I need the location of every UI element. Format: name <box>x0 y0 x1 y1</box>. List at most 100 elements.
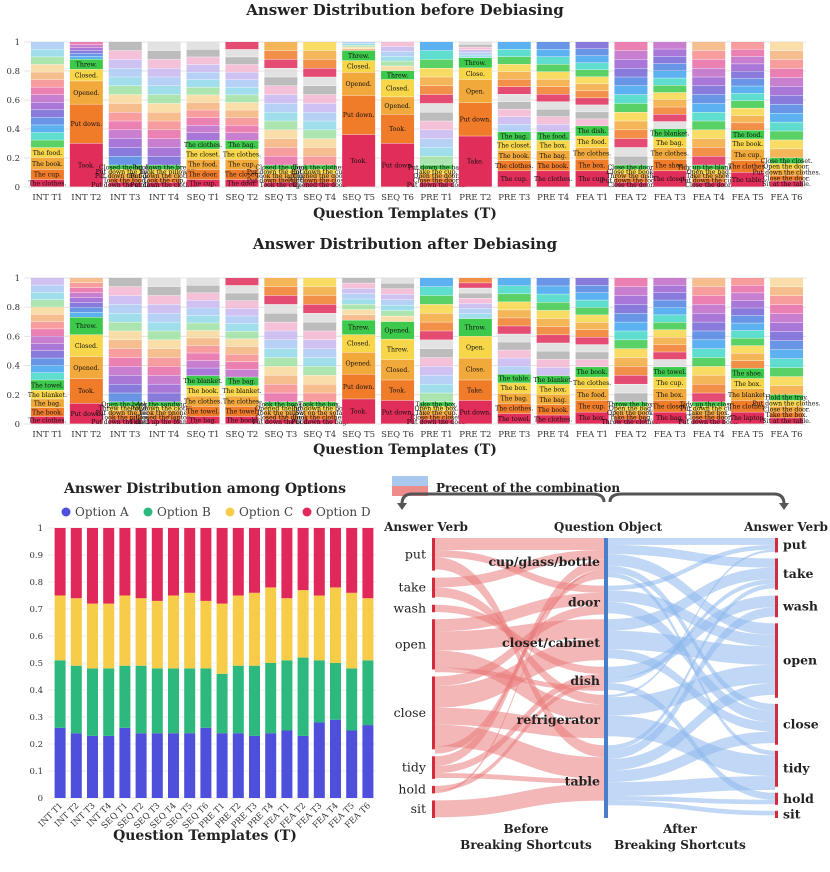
bar-segment <box>770 163 804 170</box>
bar-segment <box>264 415 298 420</box>
bar-segment <box>87 528 98 604</box>
bar-segment <box>186 169 220 180</box>
flow-after <box>608 601 775 723</box>
bar-segment <box>575 359 609 367</box>
bar-segment <box>303 384 337 393</box>
bar-segment <box>186 345 220 353</box>
segment-label: Opened. <box>384 103 410 110</box>
bar-segment <box>614 147 648 157</box>
segment-label: Took. <box>389 387 406 394</box>
bar-segment <box>614 94 648 104</box>
bar-segment <box>497 326 531 334</box>
segment-label: The blanket. <box>534 377 573 384</box>
bar-segment <box>108 384 142 393</box>
bar-segment <box>614 402 648 407</box>
segment-label: Close the door. <box>763 406 810 413</box>
bar-segment <box>770 385 804 395</box>
bar-segment <box>536 171 570 187</box>
bar-segment <box>225 125 259 133</box>
bar-segment <box>108 94 142 104</box>
legend-label: Precent of the combination <box>436 481 620 495</box>
segment-label: The book. <box>538 163 569 170</box>
bar-segment <box>87 668 98 736</box>
bar-segment <box>108 366 142 376</box>
segment-label: The cup. <box>734 152 761 159</box>
bar-segment <box>184 668 196 734</box>
bar-segment <box>770 122 804 131</box>
bar-segment <box>614 384 648 393</box>
y-tick-label: 0.7 <box>29 605 43 615</box>
node-left <box>432 619 435 670</box>
bar-segment <box>342 309 376 315</box>
bar-segment <box>381 321 415 339</box>
bar-segment <box>770 59 804 69</box>
segment-label: Closed the door. <box>255 164 306 171</box>
bar-segment <box>108 278 142 287</box>
bar-segment <box>419 165 453 170</box>
bar-segment <box>614 112 648 121</box>
bar-segment <box>536 302 570 311</box>
bar-segment <box>225 278 259 286</box>
bar-segment <box>151 600 163 669</box>
bar-segment <box>731 108 765 116</box>
x-tick-label: PRE T2 <box>459 430 491 440</box>
footer-before-2: Breaking Shortcuts <box>460 838 592 852</box>
bar-segment <box>770 358 804 368</box>
bar-segment <box>69 287 103 293</box>
bar-segment <box>147 112 181 121</box>
bar-segment <box>264 112 298 121</box>
bar-segment <box>731 123 765 131</box>
segment-label: The clothes. <box>729 164 767 171</box>
y-tick-label: 0.4 <box>6 362 20 372</box>
bar-segment <box>264 94 298 104</box>
segment-label: The table. <box>499 376 531 383</box>
bar-segment <box>264 77 298 86</box>
bar-segment <box>458 79 492 103</box>
bar-segment <box>30 380 64 391</box>
bar-segment <box>108 77 142 86</box>
segment-label: Open. <box>466 88 485 95</box>
x-axis-label: Question Templates (T) <box>313 442 497 458</box>
bar-segment <box>575 77 609 84</box>
bar-segment <box>200 668 212 728</box>
chart-title: Answer Distribution before Debiasing <box>245 1 564 19</box>
x-tick-label: INT T2 <box>71 430 101 440</box>
segment-label: The towel. <box>31 382 64 389</box>
bar-segment <box>147 130 181 139</box>
bar-segment <box>264 169 298 174</box>
bar-segment <box>614 121 648 130</box>
segment-label: The clothes. <box>651 151 689 158</box>
x-tick-label: PRE T3 <box>498 430 530 440</box>
bar-segment <box>770 278 804 287</box>
segment-label: Closed the book. <box>99 164 151 171</box>
bar-segment <box>225 323 259 332</box>
bar-segment <box>692 156 726 165</box>
bar-segment <box>147 406 181 411</box>
bar-segment <box>119 595 131 666</box>
bar-segment <box>297 528 309 591</box>
bar-segment <box>264 295 298 305</box>
segment-label: The cup. <box>578 176 605 183</box>
bar-segment <box>87 735 98 798</box>
bar-segment <box>653 352 687 360</box>
bar-segment <box>303 348 337 358</box>
segment-label: Put down. <box>343 112 375 119</box>
bar-segment <box>225 87 259 95</box>
bar-segment <box>575 329 609 337</box>
center-node-label: dish <box>570 673 600 688</box>
bar-segment <box>264 393 298 402</box>
bar-segment <box>264 86 298 95</box>
segment-label: Put down the book. <box>95 173 156 180</box>
bar-segment <box>536 326 570 335</box>
bar-segment <box>614 50 648 60</box>
bar-segment <box>147 103 181 113</box>
bar-segment <box>342 304 376 310</box>
bar-segment <box>497 94 531 102</box>
y-tick-label: 0.1 <box>29 767 43 777</box>
bar-segment <box>147 340 181 349</box>
bar-segment <box>653 78 687 86</box>
flow-before <box>435 592 604 632</box>
bar-segment <box>30 307 64 315</box>
bar-segment <box>69 307 103 313</box>
bar-segment <box>30 285 64 293</box>
